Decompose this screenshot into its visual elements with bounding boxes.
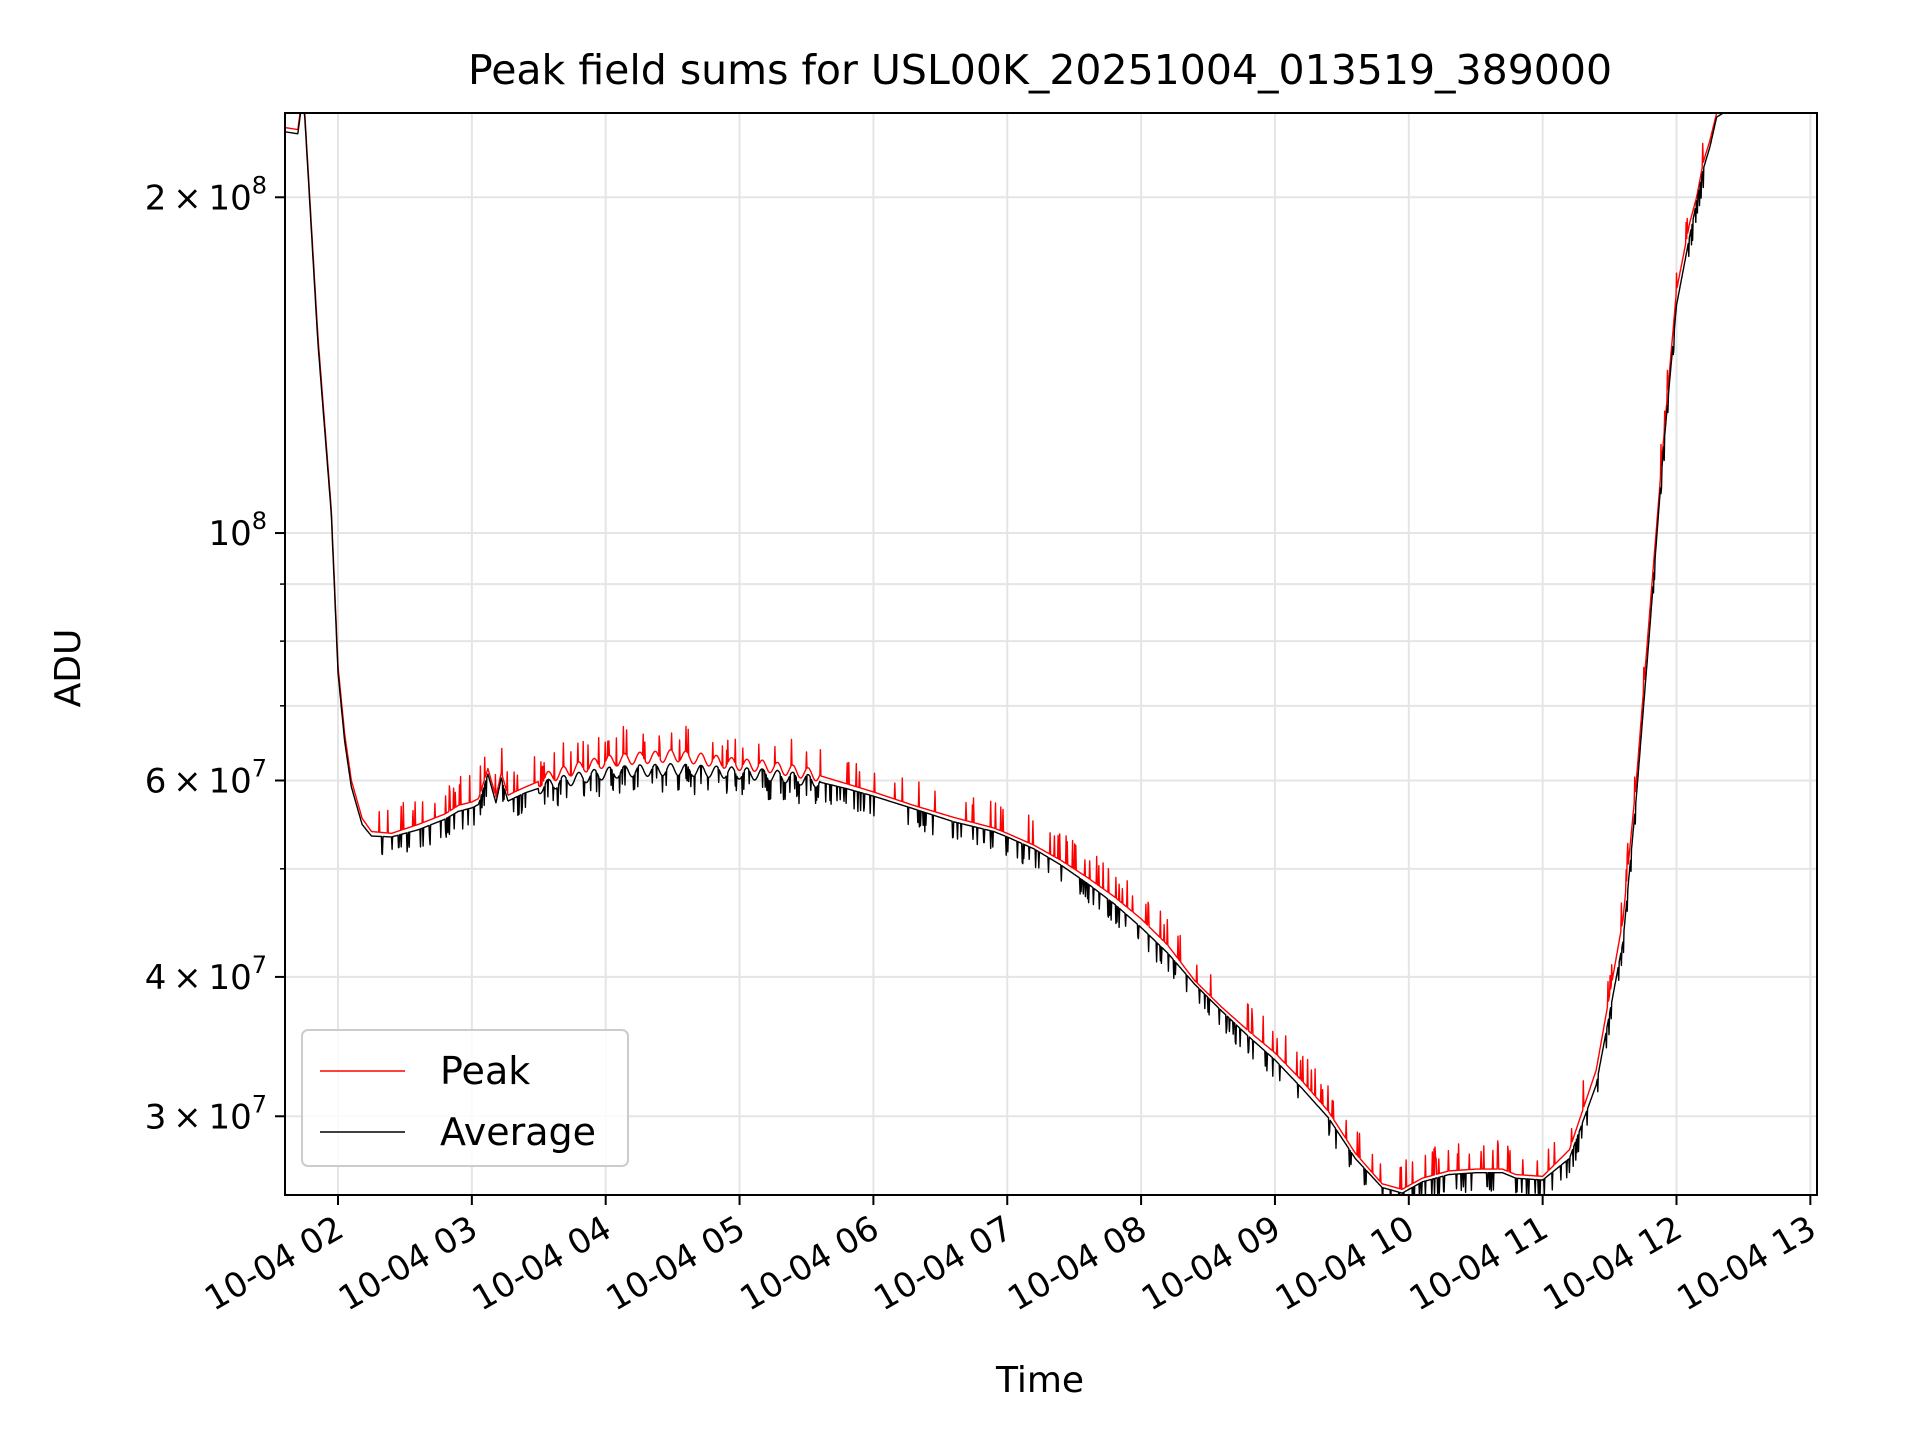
y-tick-label: 3 × 107 [145, 1090, 267, 1137]
x-axis-label: Time [995, 1360, 1084, 1401]
y-axis-label: ADU [48, 629, 89, 708]
y-axis: 3 × 107 4 × 107 6 × 107 108 2 × 108 [145, 171, 285, 1137]
y-tick-label: 108 [208, 507, 267, 554]
y-tick-label: 4 × 107 [145, 951, 267, 998]
chart-title: Peak field sums for USL00K_20251004_0135… [468, 46, 1612, 94]
legend: Peak Average [301, 1029, 629, 1167]
plot-lines [285, 113, 1798, 1195]
legend-average-label: Average [440, 1110, 596, 1154]
y-tick-label: 2 × 108 [145, 171, 267, 218]
y-tick-label: 6 × 107 [145, 754, 267, 801]
average-series-line [285, 113, 1798, 1195]
plot-frame [284, 112, 1818, 1196]
peak-series-line [285, 113, 1798, 1190]
legend-peak-label: Peak [440, 1049, 530, 1093]
